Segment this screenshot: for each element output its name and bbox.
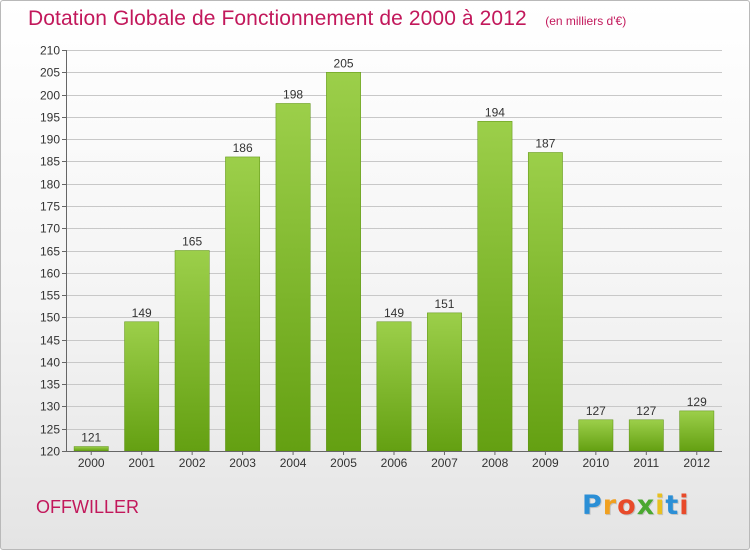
y-tick-label: 210 <box>40 44 60 58</box>
x-tick-label: 2005 <box>330 456 357 470</box>
x-tick-label: 2010 <box>582 456 609 470</box>
data-label: 129 <box>687 395 707 409</box>
y-tick-label: 130 <box>40 400 60 414</box>
bar-2005[interactable] <box>326 72 361 452</box>
y-tick-label: 200 <box>40 89 60 103</box>
data-label: 187 <box>535 136 555 150</box>
y-tick-label: 205 <box>40 66 60 80</box>
data-label: 149 <box>384 306 404 320</box>
commune-name: OFFWILLER <box>36 497 140 517</box>
bar-2001[interactable] <box>124 321 160 452</box>
logo-letter: i <box>655 490 666 521</box>
data-label: 149 <box>132 306 152 320</box>
x-tick-label: 2001 <box>128 456 155 470</box>
x-tick-label: 2008 <box>482 456 509 470</box>
data-label: 194 <box>485 105 505 119</box>
data-label: 165 <box>182 235 202 249</box>
data-label: 121 <box>81 431 101 445</box>
y-tick-label: 145 <box>40 334 60 348</box>
proxiti-logo[interactable]: Proxiti <box>582 490 690 521</box>
y-tick-label: 150 <box>40 311 60 325</box>
bar-2008[interactable] <box>477 121 513 452</box>
x-tick-label: 2006 <box>381 456 408 470</box>
x-tick-label: 2003 <box>229 456 256 470</box>
x-tick-label: 2000 <box>78 456 105 470</box>
y-tick-label: 160 <box>40 267 60 281</box>
bar-2012[interactable] <box>679 410 715 452</box>
chart-title: Dotation Globale de Fonctionnement de 20… <box>28 7 527 30</box>
x-tick-label: 2002 <box>179 456 206 470</box>
y-tick-label: 190 <box>40 133 60 147</box>
y-tick-label: 180 <box>40 178 60 192</box>
logo-letter: i <box>679 490 690 521</box>
y-tick-label: 185 <box>40 155 60 169</box>
data-label: 186 <box>233 141 253 155</box>
data-label: 151 <box>434 297 454 311</box>
y-tick-label: 125 <box>40 423 60 437</box>
bar-2004[interactable] <box>275 103 311 452</box>
bar-2006[interactable] <box>376 321 412 452</box>
logo-letter: x <box>636 490 656 521</box>
title-row: Dotation Globale de Fonctionnement de 20… <box>28 7 626 31</box>
y-tick-label: 175 <box>40 200 60 214</box>
data-label: 198 <box>283 87 303 101</box>
bar-2010[interactable] <box>578 419 614 452</box>
logo-letter: t <box>665 490 680 521</box>
y-tick-label: 155 <box>40 289 60 303</box>
x-tick-label: 2012 <box>683 456 710 470</box>
y-tick-label: 170 <box>40 222 60 236</box>
data-label: 127 <box>586 404 606 418</box>
bar-2002[interactable] <box>174 250 210 452</box>
y-tick-label: 195 <box>40 111 60 125</box>
y-tick-label: 140 <box>40 356 60 370</box>
bar-2011[interactable] <box>628 419 664 452</box>
logo-letter: o <box>617 490 637 521</box>
bar-2007[interactable] <box>427 312 462 452</box>
data-label: 205 <box>334 56 354 70</box>
bar-2003[interactable] <box>225 156 261 452</box>
y-tick-label: 165 <box>40 245 60 259</box>
x-tick-label: 2009 <box>532 456 559 470</box>
y-tick-label: 135 <box>40 378 60 392</box>
x-tick-label: 2004 <box>280 456 307 470</box>
data-label: 127 <box>636 404 656 418</box>
bar-2000[interactable] <box>73 446 109 452</box>
bar-2009[interactable] <box>527 152 563 452</box>
y-tick-label: 120 <box>40 445 60 459</box>
x-tick-label: 2007 <box>431 456 458 470</box>
x-tick-label: 2011 <box>633 456 659 470</box>
logo-letter: P <box>582 490 603 521</box>
chart-subtitle: (en milliers d'€) <box>545 14 627 28</box>
logo-letter: r <box>602 490 618 521</box>
